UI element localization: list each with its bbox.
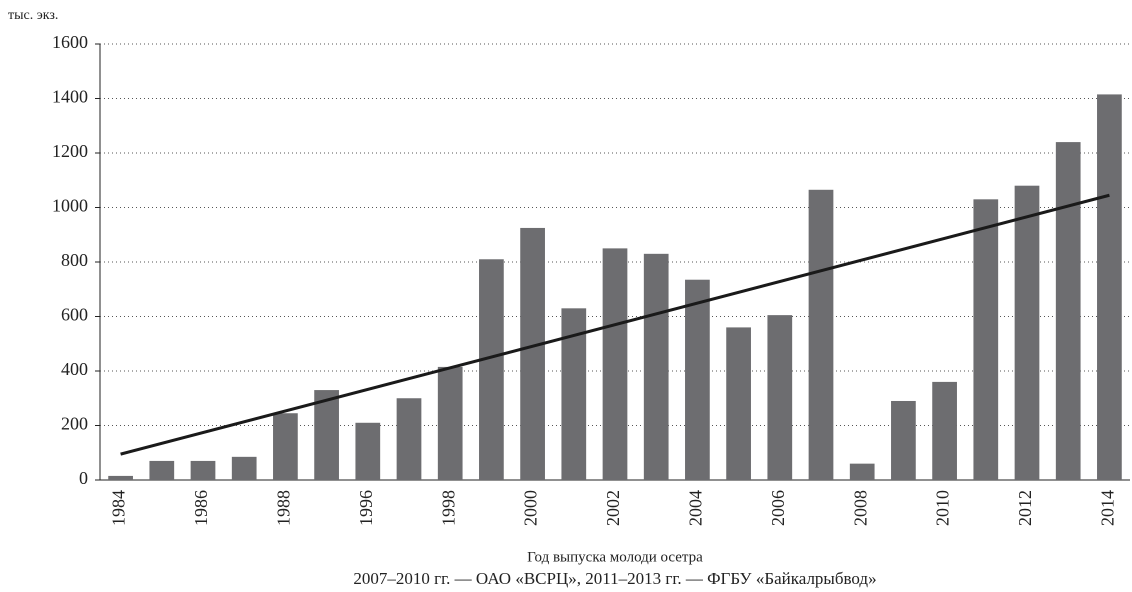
- bar: [190, 460, 216, 480]
- x-tick-label: 1996: [356, 490, 376, 526]
- bar: [1055, 142, 1081, 480]
- y-tick-label: 0: [79, 468, 88, 488]
- y-tick-label: 1600: [52, 32, 88, 52]
- y-tick-label: 1200: [52, 141, 88, 161]
- bar: [891, 400, 916, 480]
- x-tick-label: 1986: [191, 490, 211, 526]
- trend-line: [120, 193, 1110, 456]
- x-tick-label: 2002: [603, 490, 623, 526]
- x-tick-label: 1984: [109, 490, 129, 526]
- bar: [685, 279, 710, 480]
- bar: [355, 422, 381, 480]
- bar: [437, 366, 463, 480]
- y-unit: тыс. экз.: [8, 8, 58, 23]
- bar: [396, 398, 422, 480]
- x-tick-label: 1998: [438, 490, 458, 526]
- bar: [273, 413, 298, 480]
- y-tick-label: 1000: [52, 196, 88, 216]
- bar: [149, 460, 175, 480]
- bar: [849, 463, 875, 480]
- bar: [932, 381, 957, 480]
- y-tick-label: 400: [61, 359, 88, 379]
- bar: [643, 253, 669, 480]
- bar: [479, 259, 504, 480]
- x-tick-label: 2008: [850, 490, 870, 526]
- y-tick-label: 200: [61, 414, 88, 434]
- bar: [726, 327, 751, 480]
- x-tick-label: 2014: [1098, 490, 1118, 526]
- bar: [231, 456, 257, 480]
- bar: [767, 315, 793, 480]
- bar: [973, 199, 999, 480]
- y-tick-label: 1400: [52, 87, 88, 107]
- note: 2007–2010 гг. — ОАО «ВСРЦ», 2011–2013 гг…: [353, 569, 876, 588]
- x-tick-label: 2004: [686, 490, 706, 526]
- x-tick-label: 1988: [274, 490, 294, 526]
- bar: [520, 227, 545, 480]
- bar: [808, 189, 834, 480]
- bar: [602, 248, 628, 480]
- bar: [314, 390, 339, 480]
- bar: [108, 475, 133, 480]
- bar: [1097, 94, 1122, 480]
- y-tick-label: 800: [61, 250, 88, 270]
- x-axis-title: Год выпуска молоди осетра: [527, 549, 703, 565]
- x-tick-label: 2010: [933, 490, 953, 526]
- x-tick-label: 2006: [768, 490, 788, 526]
- bar: [1014, 185, 1040, 480]
- y-tick-label: 600: [61, 305, 88, 325]
- x-tick-label: 2012: [1015, 490, 1035, 526]
- x-tick-label: 2000: [521, 490, 541, 526]
